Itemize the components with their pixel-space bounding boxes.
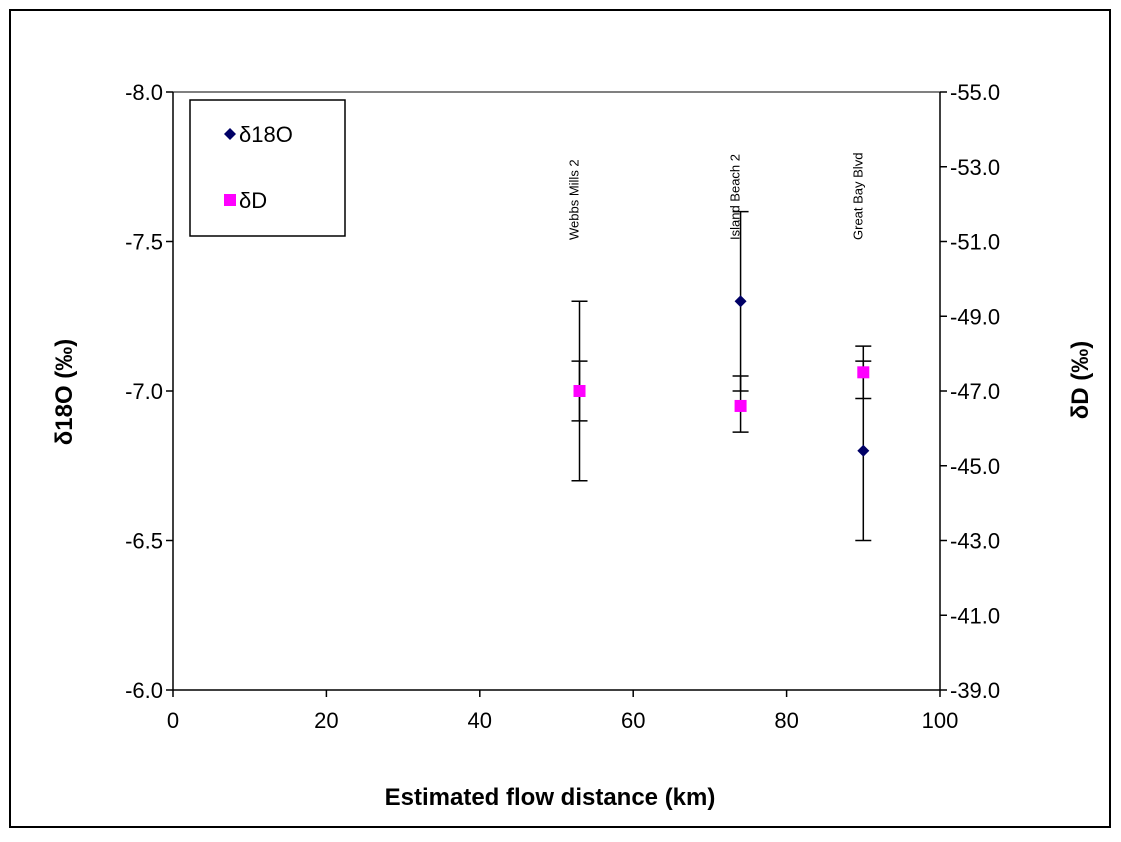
y2-tick-label: -49.0 [950, 304, 1000, 329]
data-point-0-2 [857, 444, 870, 457]
y-tick-label: -6.0 [125, 678, 163, 703]
x-tick-label: 60 [621, 708, 645, 733]
legend-marker-0 [224, 128, 236, 140]
chart-border [9, 9, 1111, 828]
y2-axis-title: δD (‰) [1067, 341, 1094, 420]
y2-tick-label: -53.0 [950, 155, 1000, 180]
x-tick-label: 80 [774, 708, 798, 733]
site-label-0: Webbs Mills 2 [567, 159, 582, 240]
y-axis-title: δ18O (‰) [51, 339, 78, 446]
x-axis-title: Estimated flow distance (km) [385, 784, 716, 811]
x-tick-label: 0 [167, 708, 179, 733]
legend-label-1: δD [239, 188, 267, 213]
axes: 0 20 40 60 80 100 -8.0 -7.5 -7.0 -6.5 -6.0 -55.0 -53… [125, 80, 1000, 733]
markers [573, 295, 870, 457]
x-tick-label: 20 [314, 708, 338, 733]
y2-tick-label: -39.0 [950, 678, 1000, 703]
y-tick-label: -8.0 [125, 80, 163, 105]
y2-tick-label: -45.0 [950, 454, 1000, 479]
legend-marker-1 [224, 194, 236, 206]
y-tick-label: -7.5 [125, 230, 163, 255]
site-label-1: Island Beach 2 [728, 154, 743, 240]
annotations: Webbs Mills 2 Island Beach 2 Great Bay Blv… [567, 153, 866, 240]
y2-tick-label: -43.0 [950, 529, 1000, 554]
y2-tick-label: -41.0 [950, 603, 1000, 628]
data-point-1-0 [573, 385, 586, 397]
legend-box [189, 99, 346, 237]
data-point-1-2 [857, 366, 870, 379]
data-point-1-1 [734, 399, 747, 412]
y2-tick-label: -51.0 [950, 230, 1000, 255]
x-tick-label: 40 [468, 708, 492, 733]
site-label-2: Great Bay Blvd [850, 153, 865, 240]
y2-tick-label: -47.0 [950, 379, 1000, 404]
legend: δ18O δD [189, 99, 346, 237]
data-point-0-1 [734, 295, 747, 308]
y-tick-label: -7.0 [125, 379, 163, 404]
x-tick-label: 100 [922, 708, 959, 733]
legend-label-0: δ18O [239, 122, 293, 147]
y-tick-label: -6.5 [125, 529, 163, 554]
y2-tick-label: -55.0 [950, 80, 1000, 105]
